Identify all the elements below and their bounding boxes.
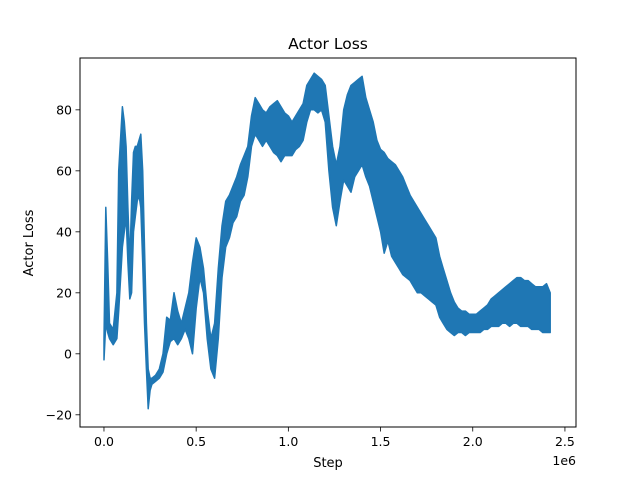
x-tick-label: 0.0 [94, 434, 114, 449]
chart-title: Actor Loss [288, 35, 368, 53]
y-axis-title: Actor Loss [22, 209, 37, 276]
x-tick-label: 2.5 [555, 434, 575, 449]
y-tick-label: −20 [46, 407, 72, 422]
y-tick-label: 20 [56, 285, 72, 300]
y-tick-label: 40 [56, 224, 72, 239]
y-tick-label: 80 [56, 102, 72, 117]
x-tick-label: 0.5 [186, 434, 206, 449]
series-group [103, 72, 551, 410]
x-tick-label: 2.0 [463, 434, 483, 449]
x-axis-offset-label: 1e6 [552, 453, 576, 468]
y-axis: −20 0 20 40 60 80 [46, 102, 80, 422]
plot-frame [79, 57, 577, 428]
x-axis-title: Step [313, 456, 343, 471]
x-tick-label: 1.0 [278, 434, 298, 449]
x-tick-label: 1.5 [371, 434, 391, 449]
y-tick-label: 0 [64, 346, 72, 361]
x-axis: 0.0 0.5 1.0 1.5 2.0 2.5 [94, 427, 575, 449]
y-tick-label: 60 [56, 163, 72, 178]
series-line-0 [103, 72, 551, 410]
